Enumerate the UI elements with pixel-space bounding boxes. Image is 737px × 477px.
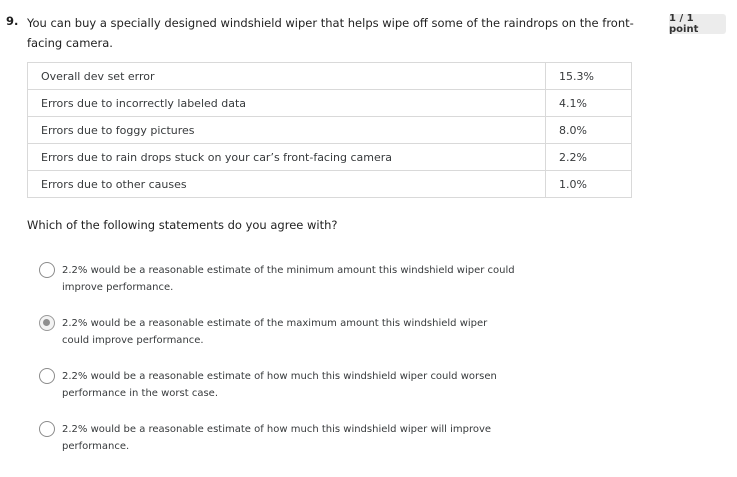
points-badge: 1 / 1 point [669,13,726,35]
question-text: You can buy a specially designed windshi… [27,16,634,50]
row-value: 8.0% [545,116,632,144]
table-row: Overall dev set error 15.3% [27,62,632,90]
row-label: Errors due to rain drops stuck on your c… [27,143,546,171]
radio-button-selected[interactable] [39,315,55,331]
radio-button[interactable] [39,421,55,437]
option-label[interactable]: 2.2% would be a reasonable estimate of h… [62,371,497,399]
option-label[interactable]: 2.2% would be a reasonable estimate of h… [62,424,492,452]
row-value: 4.1% [545,89,632,117]
answer-option-4[interactable]: 2.2% would be a reasonable estimate of h… [39,421,519,455]
row-value: 15.3% [545,62,632,90]
radio-button[interactable] [39,368,55,384]
row-value: 1.0% [545,170,632,198]
row-label: Errors due to other causes [27,170,546,198]
question-number: 9. [6,14,19,28]
option-label[interactable]: 2.2% would be a reasonable estimate of t… [62,318,488,346]
error-analysis-table: Overall dev set error 15.3% Errors due t… [27,62,632,198]
row-label: Errors due to foggy pictures [27,116,546,144]
option-label[interactable]: 2.2% would be a reasonable estimate of t… [62,265,515,293]
answer-option-1[interactable]: 2.2% would be a reasonable estimate of t… [39,262,519,296]
row-label: Errors due to incorrectly labeled data [27,89,546,117]
row-value: 2.2% [545,143,632,171]
row-label: Overall dev set error [27,62,546,90]
table-row: Errors due to foggy pictures 8.0% [27,116,632,144]
table-row: Errors due to incorrectly labeled data 4… [27,89,632,117]
radio-button[interactable] [39,262,55,278]
table-row: Errors due to other causes 1.0% [27,170,632,198]
table-row: Errors due to rain drops stuck on your c… [27,143,632,171]
question-prompt: Which of the following statements do you… [27,218,338,232]
answer-option-2[interactable]: 2.2% would be a reasonable estimate of t… [39,315,519,349]
answer-option-3[interactable]: 2.2% would be a reasonable estimate of h… [39,368,519,402]
